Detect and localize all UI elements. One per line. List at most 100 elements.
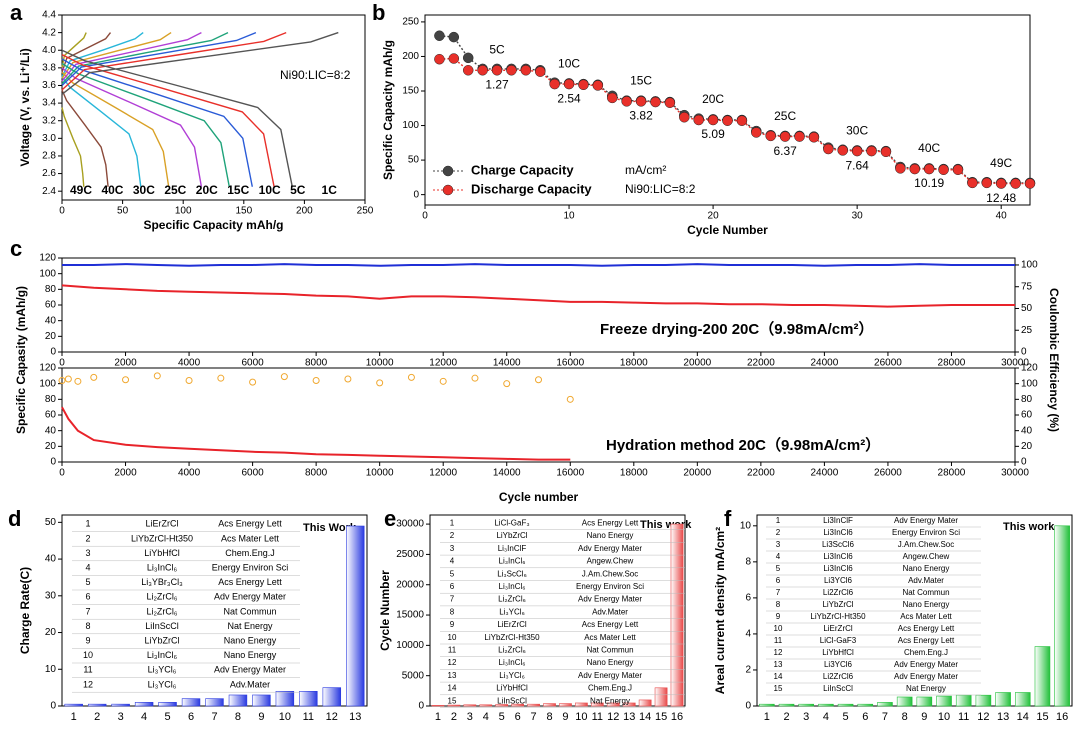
unit-label: mA/cm² [625, 163, 666, 177]
series-line [61, 406, 571, 461]
x-tick-label: 4 [141, 711, 147, 723]
table-cell: 5 [450, 569, 455, 578]
table-cell: Adv Energy Mater [894, 660, 958, 669]
data-point [549, 78, 560, 90]
bar [837, 703, 854, 707]
y-tick-label: 0 [50, 347, 56, 358]
annotation: Freeze drying-200 20C（9.98mA/cm²） [600, 320, 873, 338]
table-cell: LiYbZrCl [496, 531, 527, 540]
data-point [707, 114, 719, 126]
y2-tick-label: 40 [1021, 425, 1033, 436]
table-cell: Li₃InClF [498, 544, 527, 553]
table-cell: Li₃InCl₆ [499, 582, 526, 591]
series-line [61, 31, 339, 187]
y-tick-label: 2.4 [42, 186, 56, 197]
table-cell: 9 [450, 620, 455, 629]
current-density-label: 3.82 [629, 109, 653, 123]
table-cell: 1 [776, 516, 781, 525]
x-tick-label: 12 [326, 711, 338, 723]
data-point [503, 380, 511, 388]
x-tick-label: 5 [165, 711, 171, 723]
x-tick-label: 14000 [493, 358, 521, 369]
table-cell: Angew.Chew [903, 552, 950, 561]
data-point [722, 115, 733, 126]
data-point [751, 127, 762, 138]
legend-label: Discharge Capacity [471, 181, 592, 196]
y-tick-label: 8 [745, 556, 751, 567]
y-tick-label: 80 [45, 284, 57, 295]
table-cell: Li₃InCl₆ [147, 650, 178, 660]
table-cell: 15 [774, 684, 783, 693]
data-point [520, 65, 532, 76]
data-point [566, 395, 574, 403]
data-point [535, 376, 542, 384]
x-tick-label: 16000 [556, 468, 584, 479]
data-point [64, 375, 72, 383]
table-cell: Acs Mater Lett [900, 612, 952, 621]
y-tick-label: 2.6 [42, 168, 56, 179]
panel-letter: d [8, 506, 21, 531]
data-point [635, 96, 647, 107]
bar [527, 703, 540, 707]
table-cell: Chem.Eng.J [904, 648, 948, 657]
bar [575, 702, 588, 707]
table-cell: Adv Energy Mater [214, 592, 286, 602]
bar [798, 703, 814, 707]
x-tick-label: 22000 [747, 358, 775, 369]
y-tick-label: 20 [45, 331, 57, 342]
x-tick-label: 15 [1036, 711, 1048, 723]
series-line [439, 35, 1030, 184]
y-tick-label: 120 [39, 363, 56, 374]
x-tick-label: 15 [655, 711, 667, 723]
bar [228, 694, 248, 707]
legend-label: 20C [196, 183, 218, 197]
data-point [376, 379, 384, 387]
data-point [765, 130, 776, 142]
table-cell: Li3ScCl6 [822, 540, 855, 549]
x-tick-label: 1 [71, 711, 77, 723]
x-tick-label: 12 [607, 711, 619, 723]
plot-frame [756, 514, 1073, 707]
y-tick-label: 0 [745, 701, 751, 712]
x-tick-label: 3 [467, 711, 473, 723]
bar [559, 703, 572, 707]
x-tick-label: 7 [882, 711, 888, 723]
table-cell: 11 [83, 665, 92, 675]
bar [955, 694, 972, 707]
bar [1034, 646, 1051, 707]
data-point [280, 373, 288, 381]
table-cell: 4 [85, 562, 90, 572]
table-cell: LiInScCl [823, 684, 853, 693]
table-cell: Nano Energy [587, 658, 634, 667]
bar [995, 692, 1011, 707]
current-density-label: 6.37 [773, 144, 797, 158]
data-point [952, 164, 964, 176]
table-cell: Nano Energy [903, 564, 950, 573]
annotation: This work [640, 519, 692, 531]
bar [299, 691, 318, 707]
table-cell: Energy Environ Sci [576, 582, 644, 591]
y-axis-label: Charge Rate(C) [18, 567, 32, 654]
x-tick-label: 8000 [305, 468, 328, 479]
table-cell: Nat Commun [902, 588, 949, 597]
table-cell: Adv Energy Mater [578, 671, 642, 680]
table-cell: 3 [85, 548, 90, 558]
table-cell: J.Am.Chew.Soc [582, 569, 638, 578]
plot-frame [424, 14, 1031, 206]
legend-label: 15C [227, 183, 249, 197]
x-tick-label: 14 [1017, 711, 1029, 723]
y-axis-label: Specific Capacity mAh/g [381, 40, 395, 180]
table-cell: Energy Environ Sci [892, 528, 960, 537]
x-tick-label: 250 [357, 206, 374, 217]
table-cell: Nano Energy [587, 531, 634, 540]
data-point [880, 146, 892, 158]
table-cell: Li₃InCl₆ [147, 562, 178, 572]
y-tick-label: 120 [39, 253, 56, 264]
annotation: Ni90:LIC=8:2 [280, 68, 351, 82]
table-cell: Acs Mater Lett [584, 633, 636, 642]
current-density-label: 12.48 [986, 191, 1016, 205]
x-tick-label: 9 [258, 711, 264, 723]
legend-marker [442, 184, 454, 196]
bar [495, 704, 509, 707]
data-point [650, 96, 661, 108]
